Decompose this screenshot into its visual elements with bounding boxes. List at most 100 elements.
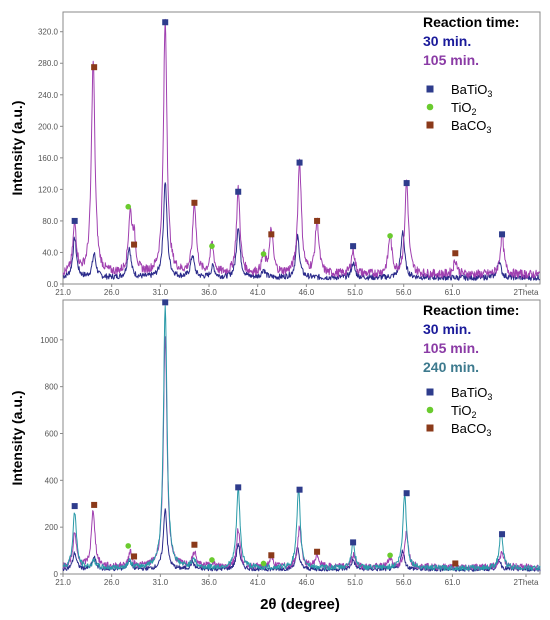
- top-phase-markers: [71, 19, 506, 257]
- bottom-phase-markers: [71, 299, 506, 567]
- x-tick-label: 26.0: [104, 578, 120, 587]
- x-axis-label: 2θ (degree): [260, 596, 340, 613]
- marker-baco3: [314, 217, 321, 224]
- top-legend-time-105: 105 min.: [423, 52, 479, 68]
- marker-batio3: [235, 484, 242, 491]
- y-tick-label: 0: [54, 570, 59, 579]
- legend-label-baco3: BaCO3: [451, 421, 491, 438]
- x-tick-label: 21.0: [55, 578, 71, 587]
- top-traces: [62, 18, 541, 281]
- y-tick-label: 240.0: [38, 91, 59, 100]
- x-tick-label: 36.0: [201, 288, 217, 297]
- marker-baco3: [268, 552, 275, 559]
- marker-baco3: [131, 241, 138, 248]
- y-tick-label: 280.0: [38, 59, 59, 68]
- bottom-legend-time-30: 30 min.: [423, 321, 471, 337]
- marker-batio3: [162, 19, 169, 26]
- x-tick-label: 2Theta: [514, 288, 539, 297]
- marker-batio3: [296, 486, 303, 493]
- y-tick-label: 40.0: [42, 248, 58, 257]
- marker-baco3: [91, 501, 98, 508]
- x-tick-label: 51.0: [347, 578, 363, 587]
- marker-baco3: [191, 541, 198, 548]
- series-line-105min: [62, 18, 541, 279]
- marker-baco3: [314, 548, 321, 555]
- x-tick-label: 26.0: [104, 288, 120, 297]
- series-line-240min: [62, 305, 541, 571]
- marker-tio2: [260, 251, 267, 257]
- marker-tio2: [260, 560, 267, 567]
- x-tick-label: 31.0: [153, 288, 169, 297]
- marker-batio3: [350, 243, 357, 250]
- marker-batio3: [350, 539, 357, 546]
- top-plot-frame: [62, 11, 541, 285]
- legend-marker-batio3: [426, 388, 434, 396]
- x-tick-label: 46.0: [299, 288, 315, 297]
- x-tick-label: 2Theta: [514, 578, 539, 587]
- marker-batio3: [235, 188, 242, 195]
- marker-batio3: [71, 503, 78, 510]
- marker-batio3: [162, 299, 169, 306]
- marker-baco3: [91, 64, 98, 71]
- x-tick-label: 46.0: [299, 578, 315, 587]
- legend-label-batio3: BaTiO3: [451, 82, 492, 99]
- bottom-y-ticks: 0 200 400 600 800 1000: [40, 336, 63, 579]
- y-tick-label: 200: [45, 523, 59, 532]
- marker-baco3: [452, 560, 459, 567]
- y-tick-label: 200.0: [38, 122, 59, 131]
- marker-baco3: [452, 250, 459, 257]
- y-tick-label: 1000: [40, 336, 58, 345]
- top-x-ticks: 21.0 26.0 31.0 36.0 41.0 46.0 51.0 56.0 61.0 2The…: [55, 284, 539, 297]
- bottom-legend-time-240: 240 min.: [423, 359, 479, 375]
- bottom-x-ticks: 21.0 26.0 31.0 36.0 41.0 46.0 51.0 56.0 61.0 2The…: [55, 574, 539, 587]
- x-tick-label: 31.0: [153, 578, 169, 587]
- x-tick-label: 41.0: [250, 288, 266, 297]
- legend-marker-tio2: [426, 406, 434, 414]
- marker-tio2: [125, 203, 132, 210]
- marker-batio3: [71, 217, 78, 224]
- y-tick-label: 80.0: [42, 217, 58, 226]
- y-tick-label: 120.0: [38, 185, 59, 194]
- x-tick-label: 56.0: [396, 288, 412, 297]
- y-tick-label: 320.0: [38, 28, 59, 37]
- marker-batio3: [403, 490, 410, 497]
- top-y-ticks: 0.0 40.0 80.0 120.0 160.0 200.0 240.0 280.0 320.…: [38, 28, 63, 289]
- marker-batio3: [296, 159, 303, 166]
- legend-marker-batio3: [426, 85, 434, 93]
- legend-marker-baco3: [426, 424, 434, 432]
- legend-label-tio2: TiO2: [451, 403, 476, 420]
- x-tick-label: 61.0: [445, 288, 461, 297]
- bottom-traces: [62, 305, 541, 572]
- marker-baco3: [131, 553, 138, 560]
- x-tick-label: 56.0: [396, 578, 412, 587]
- bottom-xrd-panel: 0 200 400 600 800 1000 21.0 26.0 31.0 36.0 41.0 46…: [9, 299, 541, 587]
- legend-marker-baco3: [426, 121, 434, 129]
- x-tick-label: 36.0: [201, 578, 217, 587]
- legend-label-batio3: BaTiO3: [451, 385, 492, 402]
- marker-tio2: [125, 543, 132, 549]
- marker-baco3: [191, 199, 198, 206]
- top-xrd-panel: 0.0 40.0 80.0 120.0 160.0 200.0 240.0 280.0 320.…: [9, 11, 541, 297]
- marker-tio2: [209, 243, 215, 249]
- marker-batio3: [499, 231, 506, 238]
- y-tick-label: 800: [45, 383, 59, 392]
- legend-label-tio2: TiO2: [451, 100, 476, 117]
- x-tick-label: 51.0: [347, 288, 363, 297]
- x-tick-label: 21.0: [55, 288, 71, 297]
- marker-tio2: [387, 233, 393, 239]
- top-legend-time-30: 30 min.: [423, 33, 471, 49]
- marker-batio3: [403, 180, 410, 187]
- marker-tio2: [387, 552, 393, 559]
- top-y-axis-label: Intensity (a.u.): [9, 101, 25, 196]
- y-tick-label: 0.0: [47, 280, 59, 289]
- y-tick-label: 400: [45, 476, 59, 485]
- legend-marker-tio2: [426, 103, 434, 111]
- bottom-plot-frame: [62, 299, 541, 575]
- marker-baco3: [268, 231, 275, 238]
- x-tick-label: 61.0: [445, 578, 461, 587]
- top-legend-title: Reaction time:: [423, 14, 519, 30]
- bottom-legend-title: Reaction time:: [423, 302, 519, 318]
